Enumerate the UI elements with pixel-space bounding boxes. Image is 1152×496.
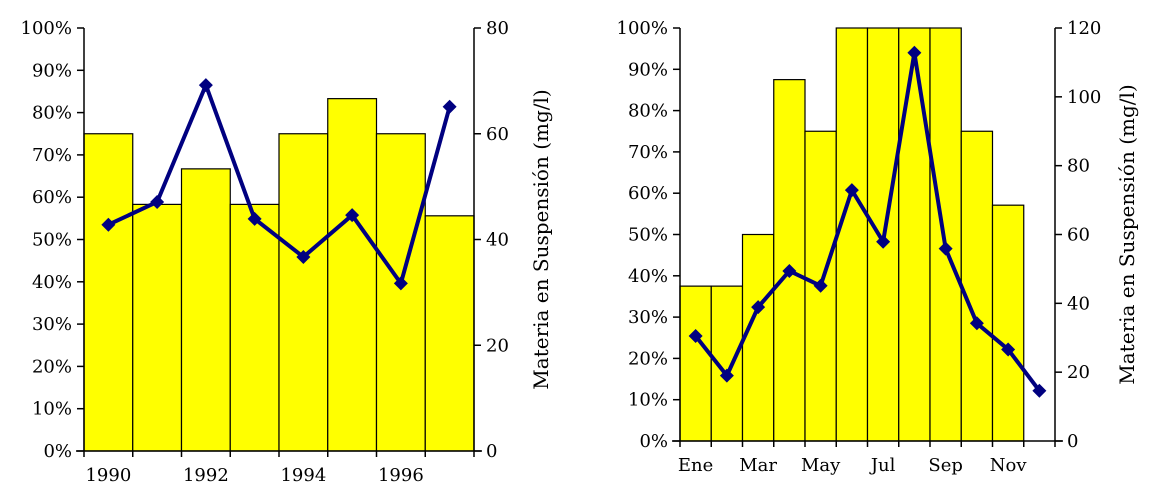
point-Feb bbox=[719, 368, 734, 383]
right-axis-label: Materia en Suspensión (mg/l) bbox=[1115, 84, 1139, 384]
left-tick-label: 30% bbox=[628, 307, 668, 328]
chart-annual: 0% 10% 20% 30% 40% 50% 60% 70% 80% 90% 100% 0 20 40 60… bbox=[21, 18, 553, 486]
left-tick-label: 40% bbox=[32, 272, 72, 293]
bar-1996 bbox=[375, 133, 426, 452]
bar-1997 bbox=[424, 215, 475, 452]
right-tick-label: 120 bbox=[1067, 18, 1101, 39]
right-tick-label: 60 bbox=[486, 124, 509, 145]
x-tick-label: 1996 bbox=[378, 465, 424, 486]
left-tick-label: 20% bbox=[628, 348, 668, 369]
left-tick-label: 70% bbox=[32, 145, 72, 166]
bar-Ago bbox=[898, 27, 931, 442]
point-Jul bbox=[876, 234, 891, 249]
left-tick-label: 0% bbox=[43, 441, 72, 462]
right-tick-label: 0 bbox=[486, 441, 497, 462]
point-Oct bbox=[969, 316, 984, 331]
left-tick-label: 30% bbox=[32, 314, 72, 335]
suspended-matter-line bbox=[694, 50, 1041, 392]
point-1995 bbox=[345, 208, 360, 223]
bar-Mar bbox=[741, 233, 775, 442]
right-tick-label: 40 bbox=[486, 230, 509, 251]
x-tick-label: May bbox=[801, 455, 841, 476]
right-axis-label: Materia en Suspensión (mg/l) bbox=[529, 89, 553, 389]
bar-1994 bbox=[278, 133, 329, 452]
point-1991 bbox=[150, 194, 165, 209]
right-tick-label: 80 bbox=[1067, 156, 1090, 177]
chart-monthly: 0% 10% 20% 30% 40% 50% 60% 70% 80% 90% 100% 0 20 40 60… bbox=[617, 18, 1139, 476]
point-Sep bbox=[938, 241, 953, 256]
left-tick-label: 80% bbox=[628, 101, 668, 122]
left-tick-label: 90% bbox=[628, 59, 668, 80]
left-tick-label: 20% bbox=[32, 356, 72, 377]
bar-1995 bbox=[327, 98, 378, 452]
point-Ene bbox=[688, 329, 703, 344]
left-tick-label: 100% bbox=[617, 18, 668, 39]
point-1994 bbox=[296, 249, 311, 264]
left-tick-label: 10% bbox=[628, 390, 668, 411]
left-tick-label: 60% bbox=[32, 187, 72, 208]
left-tick-label: 90% bbox=[32, 60, 72, 81]
point-Dic bbox=[1032, 383, 1047, 398]
point-1990 bbox=[101, 217, 116, 232]
left-tick-label: 40% bbox=[628, 266, 668, 287]
bar-Nov bbox=[991, 204, 1025, 442]
left-tick-label: 80% bbox=[32, 103, 72, 124]
left-tick-label: 0% bbox=[639, 431, 668, 452]
point-1993 bbox=[247, 211, 262, 226]
left-tick-label: 10% bbox=[32, 399, 72, 420]
right-tick-label: 100 bbox=[1067, 87, 1101, 108]
suspended-matter-line bbox=[107, 83, 452, 286]
x-tick-label: 1992 bbox=[183, 465, 229, 486]
right-tick-label: 20 bbox=[1067, 362, 1090, 383]
bar-Jun bbox=[835, 27, 869, 442]
bar-Ene bbox=[679, 285, 712, 442]
x-tick-label: Sep bbox=[928, 455, 963, 476]
x-tick-label: Mar bbox=[739, 455, 777, 476]
point-1992 bbox=[198, 78, 213, 93]
bar-Abr bbox=[773, 79, 806, 442]
right-tick-label: 20 bbox=[486, 335, 509, 356]
x-tick-label: Ene bbox=[678, 455, 713, 476]
left-tick-label: 60% bbox=[628, 183, 668, 204]
x-tick-label: 1994 bbox=[280, 465, 326, 486]
left-tick-label: 50% bbox=[32, 230, 72, 251]
bar-1991 bbox=[132, 203, 183, 452]
bar-1993 bbox=[229, 203, 280, 452]
right-tick-label: 80 bbox=[486, 18, 509, 39]
point-May bbox=[813, 278, 828, 293]
point-Abr bbox=[782, 263, 797, 278]
x-tick-label: Nov bbox=[990, 455, 1028, 476]
bar-1990 bbox=[83, 133, 134, 452]
left-tick-label: 100% bbox=[21, 18, 72, 39]
left-tick-label: 70% bbox=[628, 142, 668, 163]
point-1997 bbox=[442, 99, 457, 114]
point-Mar bbox=[751, 300, 766, 315]
right-tick-label: 60 bbox=[1067, 225, 1090, 246]
point-1996 bbox=[393, 276, 408, 291]
bar-Oct bbox=[960, 130, 994, 442]
bar-Sep bbox=[929, 27, 962, 442]
point-Ago bbox=[907, 45, 922, 60]
right-tick-label: 40 bbox=[1067, 293, 1090, 314]
right-tick-label: 0 bbox=[1067, 431, 1078, 452]
point-Jun bbox=[844, 183, 859, 198]
left-tick-label: 50% bbox=[628, 225, 668, 246]
x-tick-label: Jul bbox=[869, 455, 896, 476]
point-Nov bbox=[1001, 342, 1016, 357]
bar-1992 bbox=[180, 168, 231, 452]
x-tick-label: 1990 bbox=[85, 465, 131, 486]
